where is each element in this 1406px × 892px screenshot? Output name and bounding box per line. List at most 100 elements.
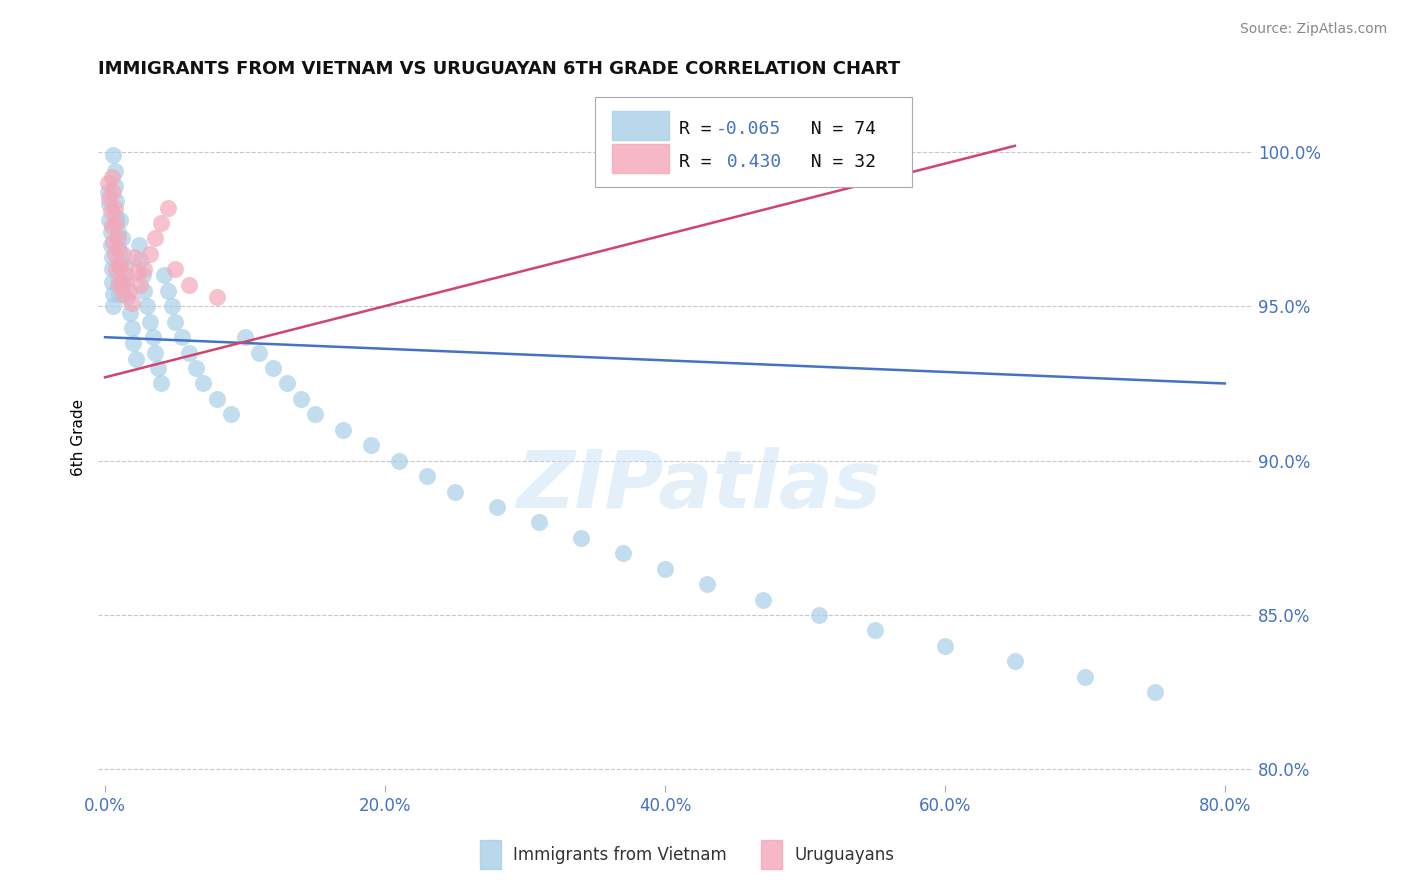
Point	[807, 607, 830, 622]
Point	[153, 268, 176, 283]
Point	[104, 201, 127, 215]
Point	[118, 284, 141, 298]
Point	[485, 500, 508, 514]
Point	[129, 253, 152, 268]
Point	[170, 330, 193, 344]
Point	[105, 262, 128, 277]
Point	[247, 345, 270, 359]
Point	[527, 516, 550, 530]
Point	[101, 219, 124, 233]
Point	[120, 305, 142, 319]
Point	[101, 275, 124, 289]
Text: -0.065: -0.065	[716, 120, 782, 138]
Point	[100, 237, 122, 252]
Y-axis label: 6th Grade: 6th Grade	[72, 399, 86, 476]
Point	[129, 277, 152, 292]
Point	[934, 639, 956, 653]
Text: Uruguayans: Uruguayans	[794, 846, 894, 863]
Point	[1074, 670, 1097, 684]
Point	[103, 287, 125, 301]
Point	[107, 225, 129, 239]
Point	[108, 256, 131, 270]
Point	[100, 203, 122, 218]
Point	[104, 163, 127, 178]
Point	[752, 592, 775, 607]
Point	[142, 330, 165, 344]
Point	[98, 191, 121, 205]
Text: IMMIGRANTS FROM VIETNAM VS URUGUAYAN 6TH GRADE CORRELATION CHART: IMMIGRANTS FROM VIETNAM VS URUGUAYAN 6TH…	[98, 60, 900, 78]
Point	[262, 361, 284, 376]
Point	[696, 577, 718, 591]
Text: R =: R =	[679, 153, 723, 171]
Point	[184, 361, 207, 376]
Point	[105, 194, 128, 209]
Point	[117, 290, 139, 304]
Text: Immigrants from Vietnam: Immigrants from Vietnam	[513, 846, 727, 863]
Point	[134, 262, 156, 277]
Point	[612, 546, 634, 560]
Point	[112, 287, 135, 301]
Point	[360, 438, 382, 452]
Point	[205, 290, 228, 304]
Point	[416, 469, 439, 483]
Point	[145, 231, 167, 245]
Point	[115, 275, 138, 289]
Point	[444, 484, 467, 499]
Point	[863, 624, 886, 638]
Point	[111, 275, 134, 289]
Point	[105, 210, 128, 224]
Point	[108, 271, 131, 285]
Point	[157, 201, 180, 215]
Point	[108, 287, 131, 301]
Point	[121, 321, 143, 335]
Point	[148, 361, 170, 376]
Text: N = 74: N = 74	[789, 120, 876, 138]
Text: N = 32: N = 32	[789, 153, 876, 171]
Point	[569, 531, 592, 545]
Point	[125, 351, 148, 366]
Point	[1004, 654, 1026, 668]
Point	[97, 185, 120, 199]
Point	[132, 268, 155, 283]
Point	[103, 185, 125, 199]
Point	[108, 259, 131, 273]
FancyBboxPatch shape	[595, 97, 912, 187]
Point	[163, 262, 186, 277]
Point	[97, 176, 120, 190]
Point	[290, 392, 312, 406]
Point	[136, 299, 159, 313]
Point	[122, 336, 145, 351]
Point	[110, 213, 132, 227]
Point	[101, 250, 124, 264]
Point	[104, 247, 127, 261]
Point	[145, 345, 167, 359]
Point	[163, 315, 186, 329]
Point	[107, 241, 129, 255]
Point	[233, 330, 256, 344]
Point	[98, 213, 121, 227]
Point	[111, 231, 134, 245]
Point	[114, 259, 136, 273]
Point	[100, 225, 122, 239]
Text: R =: R =	[679, 120, 723, 138]
Point	[115, 268, 138, 283]
Text: ZIPatlas: ZIPatlas	[516, 447, 882, 525]
Text: Source: ZipAtlas.com: Source: ZipAtlas.com	[1240, 22, 1388, 37]
FancyBboxPatch shape	[612, 144, 668, 173]
Point	[105, 216, 128, 230]
Point	[108, 244, 131, 258]
Point	[104, 178, 127, 193]
Point	[103, 148, 125, 162]
Point	[388, 453, 411, 467]
Point	[127, 265, 149, 279]
Point	[101, 169, 124, 184]
Point	[107, 277, 129, 292]
Point	[160, 299, 183, 313]
Point	[157, 284, 180, 298]
Point	[110, 259, 132, 273]
Point	[191, 376, 214, 391]
Point	[124, 250, 146, 264]
Point	[134, 284, 156, 298]
Point	[332, 423, 354, 437]
Point	[177, 277, 200, 292]
